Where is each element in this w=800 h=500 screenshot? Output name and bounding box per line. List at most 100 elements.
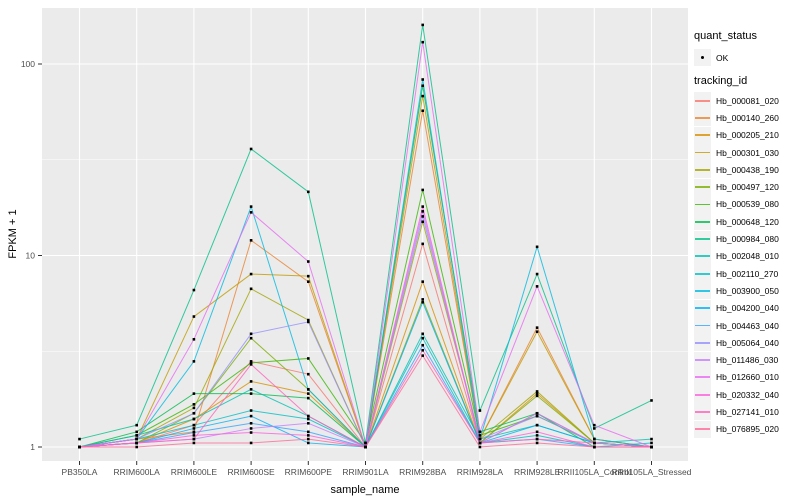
data-point <box>307 392 310 395</box>
data-point <box>307 357 310 360</box>
legend-key-line <box>695 168 710 171</box>
legend-item-label: Hb_011486_030 <box>716 355 779 366</box>
legend-key-line <box>695 307 710 310</box>
x-tick-label: PB350LA <box>62 467 98 477</box>
legend-key-box <box>694 351 711 369</box>
data-point <box>650 441 653 445</box>
legend-item-label: Hb_005064_040 <box>716 337 779 348</box>
data-point <box>421 280 424 283</box>
data-point <box>478 437 482 441</box>
data-point <box>535 430 539 434</box>
data-point <box>192 434 196 437</box>
legend-key-line <box>695 255 710 258</box>
data-point <box>593 445 596 449</box>
data-point <box>478 441 482 445</box>
x-tick-label: RRIM928BA <box>399 467 447 477</box>
legend-key-box <box>694 368 711 386</box>
data-point <box>421 23 424 27</box>
legend-key-box <box>694 334 711 352</box>
legend-item-Hb_000081_020: Hb_000081_020 <box>694 92 800 110</box>
legend-key-line <box>695 324 710 327</box>
data-point <box>249 441 253 445</box>
legend-item-Hb_011486_030: Hb_011486_030 <box>694 351 800 369</box>
data-point <box>249 431 253 434</box>
legend-key-box <box>694 247 711 265</box>
data-point <box>192 423 196 427</box>
data-point <box>421 40 424 44</box>
legend-item-Hb_005064_040: Hb_005064_040 <box>694 334 800 352</box>
legend-key-box <box>694 126 711 144</box>
data-point <box>421 348 424 352</box>
data-point <box>535 245 539 249</box>
data-point <box>307 260 310 263</box>
x-tick-label: RRIM928LE <box>514 467 561 477</box>
y-tick-label: 100 <box>21 59 35 69</box>
data-point <box>307 417 310 421</box>
legend-item-label: Hb_002048_010 <box>716 251 779 262</box>
data-point <box>535 272 539 276</box>
legend-item-label: Hb_020332_040 <box>716 389 779 400</box>
data-point <box>421 300 424 304</box>
legend-key-box <box>694 178 711 196</box>
data-point <box>307 396 310 400</box>
data-point <box>192 315 196 318</box>
data-point <box>307 190 310 194</box>
data-point <box>421 336 424 340</box>
data-point <box>135 445 138 449</box>
legend: quant_status OK tracking_id Hb_000081_02… <box>694 0 800 438</box>
legend-key-line <box>695 411 710 413</box>
data-point <box>249 427 253 430</box>
data-point <box>192 437 196 441</box>
data-point <box>535 437 539 441</box>
data-point <box>650 445 653 449</box>
legend-key-line <box>695 134 710 137</box>
legend-item-label: Hb_004200_040 <box>716 303 779 314</box>
data-point <box>135 434 138 437</box>
legend-item-label: Hb_004463_040 <box>716 320 779 331</box>
legend-item-Hb_027141_010: Hb_027141_010 <box>694 403 800 421</box>
data-point <box>535 330 539 334</box>
legend-item-label: Hb_000205_210 <box>716 130 779 141</box>
data-point <box>249 360 253 363</box>
data-point <box>650 437 653 441</box>
legend-item-Hb_004463_040: Hb_004463_040 <box>694 317 800 334</box>
data-point <box>421 188 424 192</box>
legend-item-label: Hb_000648_120 <box>716 216 779 227</box>
data-point <box>192 406 196 410</box>
legend-key-box <box>694 144 711 162</box>
data-point <box>192 338 196 341</box>
data-point <box>535 414 539 418</box>
data-point <box>421 78 424 81</box>
legend-item-Hb_076895_020: Hb_076895_020 <box>694 420 800 438</box>
data-point <box>478 434 482 437</box>
data-point <box>249 409 253 412</box>
legend-item-label: Hb_076895_020 <box>716 424 779 435</box>
data-point <box>307 318 310 322</box>
x-tick-label: RRII105LA_Control <box>557 467 631 477</box>
x-tick-label: RRIM600SE <box>227 467 275 477</box>
legend-item-label: OK <box>716 52 729 63</box>
data-point <box>249 239 253 242</box>
data-point <box>135 441 138 445</box>
data-point <box>307 372 310 376</box>
data-point <box>535 326 539 329</box>
ok-key-box <box>694 49 711 66</box>
data-point <box>421 215 424 218</box>
legend-key-line <box>695 272 710 275</box>
data-point <box>192 441 196 445</box>
legend-key-box <box>694 420 711 438</box>
legend-key-line <box>695 203 710 206</box>
data-point <box>307 437 310 441</box>
data-point <box>421 205 424 208</box>
data-point <box>192 392 196 395</box>
legend-item-Hb_002110_270: Hb_002110_270 <box>694 265 800 283</box>
data-point <box>421 298 424 301</box>
legend-item-label: Hb_000140_260 <box>716 112 779 123</box>
legend-title-quant-status: quant_status <box>694 30 757 42</box>
legend-key-line <box>695 117 710 119</box>
data-point <box>249 421 253 425</box>
legend-item-label: Hb_000497_120 <box>716 182 779 193</box>
data-point <box>249 205 253 208</box>
x-tick-label: RRIM928LA <box>457 467 504 477</box>
